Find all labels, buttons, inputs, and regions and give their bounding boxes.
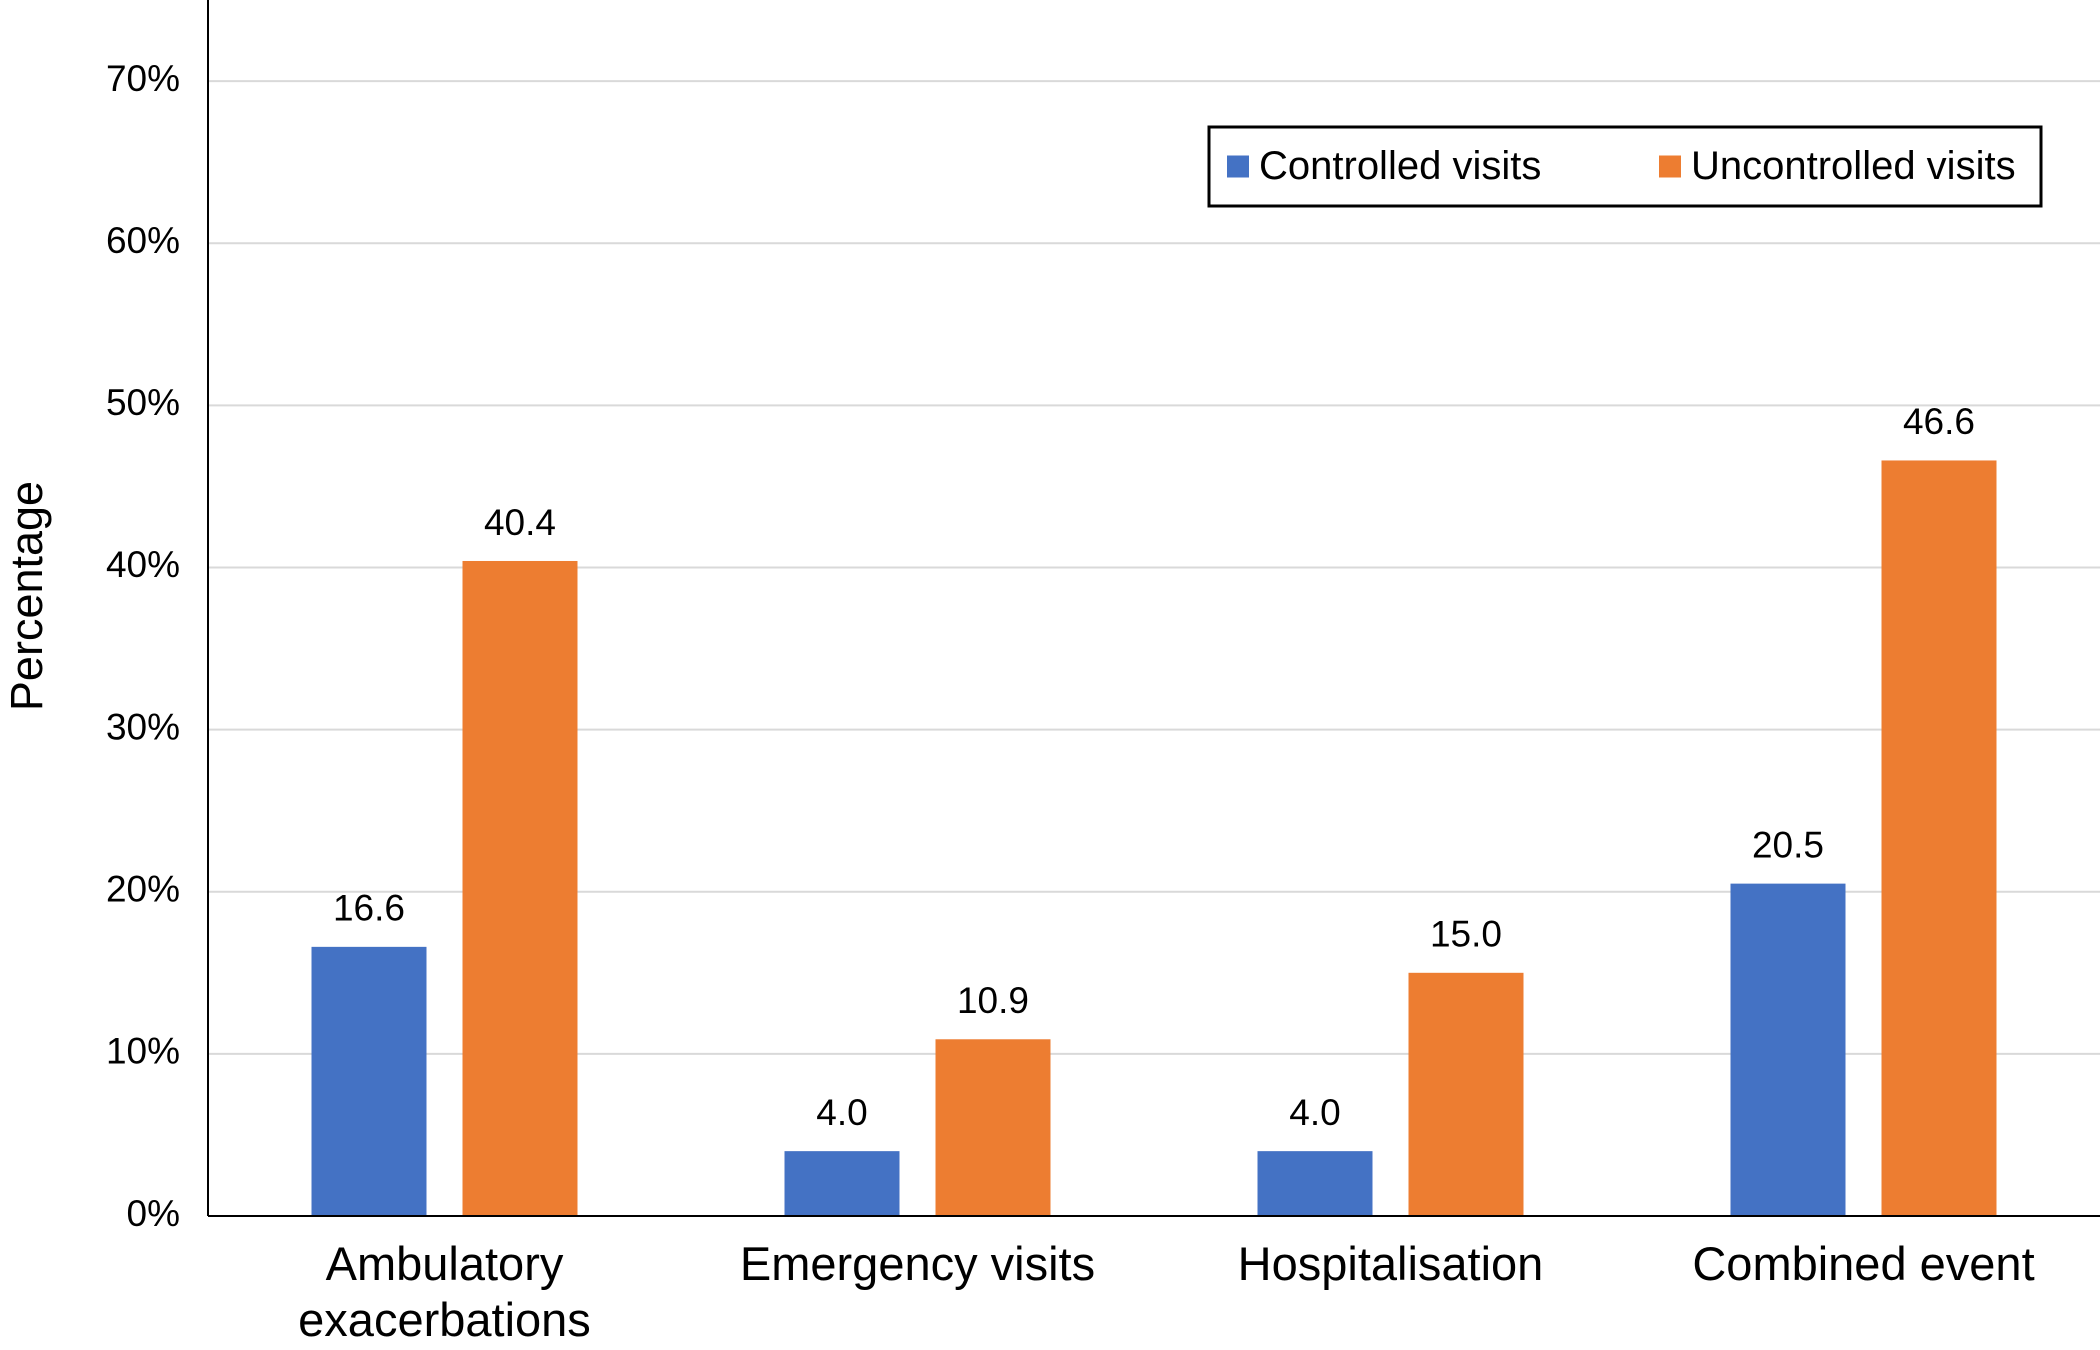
y-tick-label: 70% [106, 58, 180, 99]
legend-swatch [1227, 155, 1249, 178]
bar [462, 560, 578, 1216]
bar [1881, 460, 1997, 1216]
y-tick-label: 40% [106, 544, 180, 585]
legend-label: Uncontrolled visits [1691, 144, 2016, 188]
y-tick-label: 30% [106, 706, 180, 747]
bar [1408, 972, 1524, 1216]
legend-box [1207, 125, 2043, 208]
bar [311, 946, 427, 1216]
bar [935, 1039, 1051, 1216]
y-tick-label: 50% [106, 382, 180, 423]
value-label: 4.0 [816, 1092, 867, 1133]
legend-label: Controlled visits [1259, 144, 1541, 188]
y-tick-label: 60% [106, 220, 180, 261]
x-tick-label: Emergency visits [739, 1237, 1096, 1290]
y-tick-label: 10% [106, 1031, 180, 1072]
legend-swatch [1659, 155, 1681, 178]
value-label: 4.0 [1289, 1092, 1340, 1133]
value-label: 40.4 [484, 502, 556, 543]
bar [1257, 1151, 1373, 1216]
bar [784, 1151, 900, 1216]
value-label: 46.6 [1903, 401, 1975, 442]
value-label: 15.0 [1430, 914, 1502, 955]
x-tick-label: Hospitalisation [1237, 1237, 1544, 1290]
bar [1730, 883, 1846, 1216]
y-tick-label: 20% [106, 869, 180, 910]
value-label: 10.9 [957, 980, 1029, 1021]
value-label: 16.6 [333, 888, 405, 929]
y-tick-label: 0% [127, 1193, 180, 1234]
y-axis-title: Percentage [1, 481, 52, 711]
value-label: 20.5 [1752, 824, 1824, 865]
x-tick-label: Ambulatory exacerbations [298, 1237, 591, 1346]
x-tick-label: Combined event [1692, 1237, 2035, 1290]
